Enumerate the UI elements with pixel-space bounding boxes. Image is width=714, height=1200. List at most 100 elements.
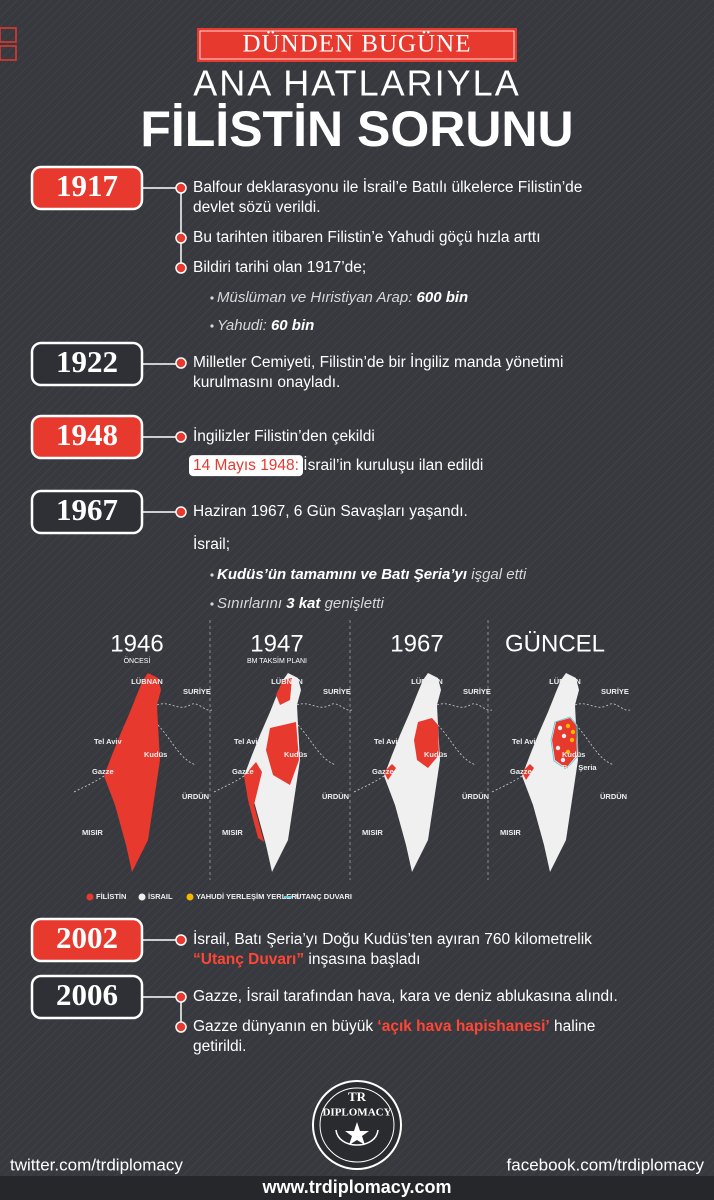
entry-text: Milletler Cemiyeti, Filistin’de bir İngi… (193, 353, 563, 371)
map-label: Kudüs (284, 750, 307, 759)
text-part: İngilizler Filistin’den çekildi (193, 427, 375, 445)
year-box (30, 414, 144, 460)
legend-label: FİLİSTİN (96, 892, 126, 901)
entry-text: Balfour deklarasyonu ile İsrail’e Batılı… (193, 178, 582, 196)
kicker-frame (199, 30, 515, 60)
text-part: Bildiri tarihi olan 1917’de; (193, 259, 366, 276)
text-part: İsrail’in kuruluşu ilan edildi (299, 456, 483, 474)
text-part: Milletler Cemiyeti, Filistin’de bir İngi… (193, 353, 563, 371)
territory-palestine (266, 722, 299, 785)
timeline-entry: 1967 Haziran 1967, 6 Gün Savaşları yaşand… (30, 489, 527, 612)
legend-label: UTANÇ DUVARI (296, 892, 352, 901)
bullet-dot (175, 431, 187, 443)
territory-palestine (276, 678, 292, 705)
text-part: getirildi. (193, 1038, 246, 1055)
text-part: 600 bin (417, 289, 469, 306)
entry-text: Gazze, İsrail tarafından hava, kara ve d… (193, 987, 618, 1005)
map-label: ÜRDÜN (182, 792, 209, 801)
year-box (30, 165, 144, 211)
sub-bullet (210, 296, 214, 300)
map-label: MISIR (500, 828, 521, 837)
year: 1922 (56, 344, 118, 379)
map-label: ÜRDÜN (462, 792, 489, 801)
settlement (565, 723, 571, 729)
sub-bullet (210, 573, 214, 577)
map-label: Gazze (92, 767, 114, 776)
text-part: Gazze dünyanın en büyük (193, 1018, 377, 1035)
text-part: 14 Mayıs 1948: (193, 457, 299, 474)
year: 1967 (56, 492, 118, 527)
settlement (569, 737, 575, 743)
website: www.trdiplomacy.com (261, 1177, 451, 1197)
map-year: GÜNCEL (505, 630, 605, 657)
text-part: Bu tarihten itibaren Filistin’e Yahudi g… (193, 229, 541, 246)
bullet-dot (175, 1021, 187, 1033)
twitter: twitter.com/trdiplomacy (10, 1155, 183, 1174)
wall (550, 716, 579, 770)
year: 2002 (56, 920, 118, 955)
entry-text: Müslüman ve Hıristiyan Arap: 600 bin (217, 289, 468, 306)
text-part: inşasına başladı (304, 951, 420, 968)
text-part: 60 bin (271, 317, 314, 334)
entry-text: Yahudi: 60 bin (217, 317, 314, 334)
logo-name: DIPLOMACY (322, 1107, 391, 1119)
timeline-entry: 1917 Balfour deklarasyonu ile İsrail’e Ba… (30, 165, 582, 334)
text-part: 3 kat (286, 595, 321, 612)
settlement (565, 749, 571, 755)
entry-text: İsrail; (193, 535, 230, 553)
corner-mark (0, 27, 17, 43)
map-label: MISIR (82, 828, 103, 837)
map-year: 1946 (110, 630, 163, 657)
map-label: SURİYE (183, 687, 211, 696)
year: 1948 (56, 417, 118, 452)
legend: FİLİSTİN İSRAIL YAHUDİ YERLEŞİM YERLERİUTA… (86, 892, 352, 901)
sub-bullet (210, 602, 214, 606)
bullet-dot (175, 357, 187, 369)
map-label: Tel Aviv (374, 737, 402, 746)
logo-laurel (335, 1129, 379, 1146)
facebook: facebook.com/trdiplomacy (507, 1155, 705, 1174)
year: 1917 (56, 168, 118, 203)
entry-text: getirildi. (193, 1038, 246, 1055)
legend-label: YAHUDİ YERLEŞİM YERLERİ (196, 892, 299, 901)
text-part: “Utanç Duvarı” (193, 951, 304, 968)
text-part: Müslüman ve Hıristiyan Arap: (217, 289, 417, 306)
entry-text: Gazze dünyanın en büyük ‘açık hava hapis… (193, 1018, 595, 1035)
year-box (30, 341, 144, 387)
entry-text: devlet sözü verildi. (193, 199, 321, 216)
footer-band (0, 1176, 714, 1200)
title: FİLİSTİN SORUNU (140, 101, 573, 157)
bullet-dot (175, 262, 187, 274)
map-label: Batı Şeria (562, 763, 597, 772)
legend-swatch (138, 893, 146, 901)
entry-text: Kudüs’ün tamamını ve Batı Şeria’yı işgal… (217, 566, 527, 583)
map-label: SURİYE (323, 687, 351, 696)
entry-text: Bu tarihten itibaren Filistin’e Yahudi g… (193, 229, 541, 246)
year: 2006 (56, 977, 118, 1012)
map-label: LÜBNAN (411, 677, 443, 686)
highlight-box (189, 455, 303, 477)
entry-text: İsrail, Batı Şeria’yı Doğu Kudüs’ten ayı… (193, 930, 592, 948)
text-part: kurulmasını onayladı. (193, 374, 340, 391)
year-box (30, 974, 144, 1020)
entry-text: “Utanç Duvarı” inşasına başladı (193, 951, 420, 968)
logo-tr: TR (348, 1089, 367, 1104)
map-label: Tel Aviv (234, 737, 262, 746)
legend-swatch (86, 893, 94, 901)
map-label: Kudüs (144, 750, 167, 759)
text-part: Balfour deklarasyonu ile İsrail’e Batılı… (193, 178, 582, 196)
settlement (570, 729, 576, 735)
map-label: Kudüs (562, 750, 585, 759)
timeline-entry: 1948 İngilizler Filistin’den çekildi 14 Ma… (30, 414, 483, 477)
bullet-dot (175, 506, 187, 518)
year-box (30, 489, 144, 535)
map-label: Gazze (232, 767, 254, 776)
corner-mark (0, 45, 17, 61)
map-label: Gazze (372, 767, 394, 776)
bullet-dot (175, 182, 187, 194)
map-note: ÖNCESİ (124, 656, 151, 665)
entry-text: Sınırlarını 3 kat genişletti (217, 595, 384, 612)
kicker-box (197, 28, 517, 62)
